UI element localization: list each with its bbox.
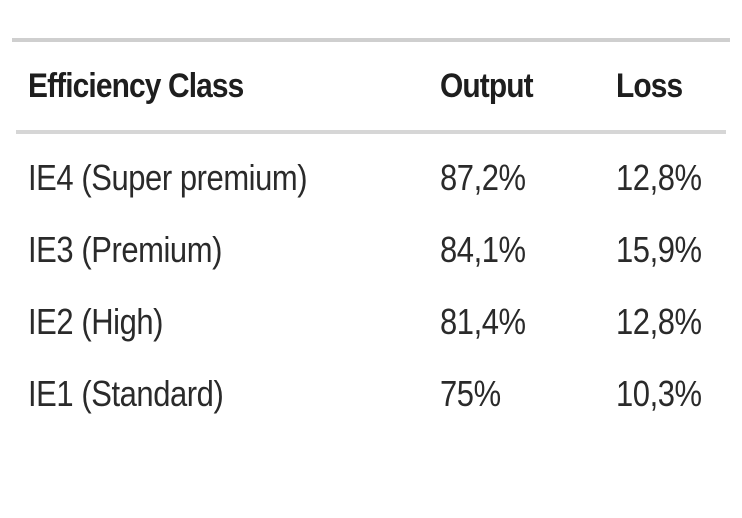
row-output-cell: 84,1% (440, 229, 526, 270)
row-loss-cell: 10,3% (616, 373, 702, 414)
row-output-cell: 81,4% (440, 301, 526, 342)
efficiency-table: Efficiency Class Output Loss IE4 (Super … (12, 38, 730, 430)
row-loss-cell: 15,9% (616, 229, 702, 270)
row-class-cell: IE2 (High) (28, 301, 164, 342)
row-loss-cell: 12,8% (616, 301, 702, 342)
table-row: IE2 (High) 81,4% 12,8% (12, 286, 730, 358)
table-top-rule (12, 38, 730, 42)
header-output: Output (440, 66, 534, 105)
table-row: IE4 (Super premium) 87,2% 12,8% (12, 142, 730, 214)
header-loss: Loss (616, 66, 683, 105)
row-output-cell: 87,2% (440, 157, 526, 198)
row-class-cell: IE4 (Super premium) (28, 157, 308, 198)
row-loss-cell: 12,8% (616, 157, 702, 198)
table-header-row: Efficiency Class Output Loss (12, 42, 730, 130)
header-efficiency-class: Efficiency Class (28, 66, 244, 105)
table-row: IE3 (Premium) 84,1% 15,9% (12, 214, 730, 286)
table-row: IE1 (Standard) 75% 10,3% (12, 358, 730, 430)
row-output-cell: 75% (440, 373, 501, 414)
header-divider (16, 130, 726, 134)
row-class-cell: IE3 (Premium) (28, 229, 222, 270)
row-class-cell: IE1 (Standard) (28, 373, 224, 414)
